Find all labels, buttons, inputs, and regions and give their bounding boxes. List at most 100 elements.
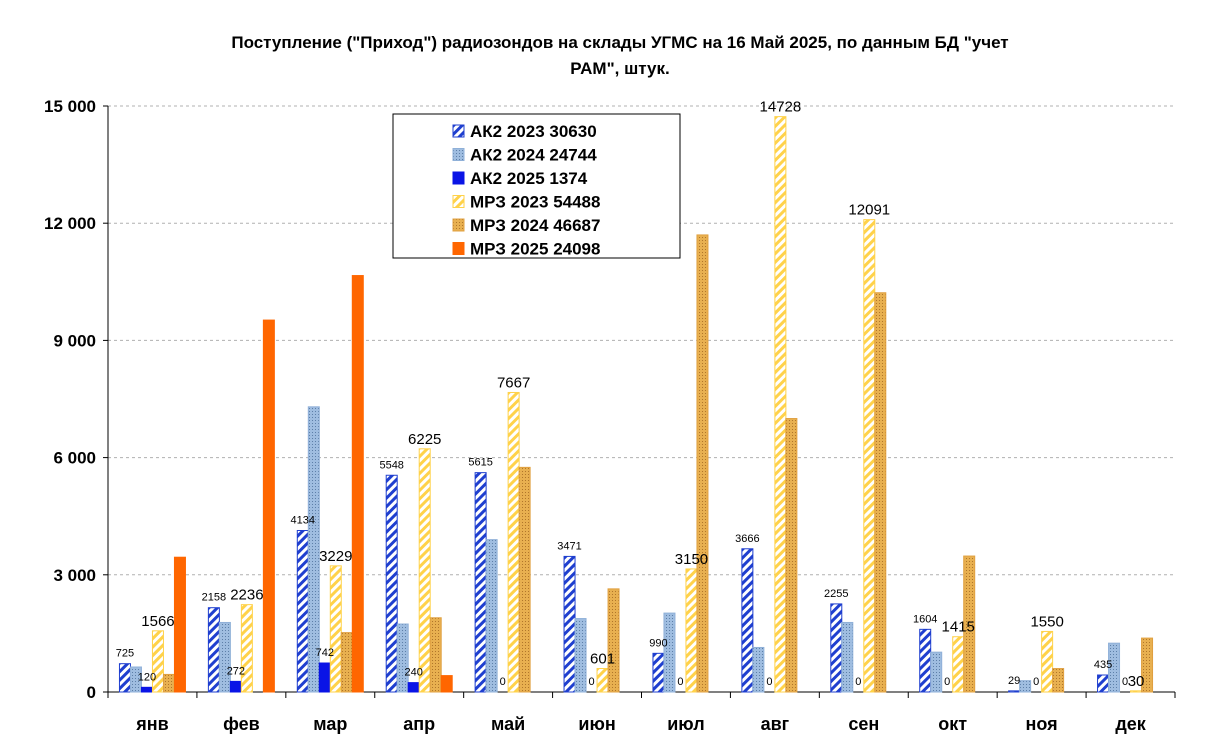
data-label: 2158 [202,592,226,604]
bar [296,529,309,693]
data-label: 4134 [291,514,315,526]
bar [963,555,976,693]
bars [118,116,1154,693]
y-tick-label: 15 000 [44,97,96,116]
y-tick-label: 12 000 [44,214,96,233]
x-tick-label: дек [1115,714,1146,734]
data-label: 1550 [1030,613,1063,630]
bar [752,646,765,693]
bar [574,618,587,693]
bar [663,612,676,693]
data-label: 272 [227,665,245,677]
bar [429,617,442,693]
data-label: 990 [649,637,667,649]
bar [507,391,520,693]
y-tick-label: 9 000 [53,331,96,350]
data-label: 2236 [230,587,263,604]
x-tick-label: янв [135,714,168,734]
data-label: 240 [405,667,423,679]
data-label: 29 [1008,675,1020,687]
bar [1141,637,1154,693]
bar [218,621,231,693]
axes [103,105,1176,698]
data-label: 5615 [468,457,492,469]
bar [1052,668,1065,693]
bar [340,632,353,693]
bar [563,555,576,693]
bar [1130,690,1143,693]
x-tick-label: июл [667,714,704,734]
bar [1097,674,1110,693]
legend-swatch [452,124,465,138]
chart-title-line-1: Поступление ("Приход") радиозондов на ск… [231,33,1008,52]
bar [151,630,164,693]
bar [129,666,142,693]
bar [385,474,398,693]
bar [262,319,275,693]
tick-labels: 0 3 000 6 000 9 000 12 000 15 000 янв фев мар апр… [44,97,1147,734]
data-label: 0 [1122,676,1128,688]
bar [474,472,487,693]
bar [1008,690,1021,693]
legend: АК2 2023 30630 АК2 2024 24744 АК2 2025 137… [392,113,681,259]
x-tick-label: ноя [1026,714,1058,734]
bar [874,292,887,693]
data-label: 3666 [735,533,759,545]
data-label: 14728 [760,99,802,116]
x-tick-label: июн [578,714,615,734]
bar [407,682,420,693]
bar [741,548,754,693]
data-label: 30 [1128,673,1145,690]
x-tick-label: фев [223,714,260,734]
y-tick-label: 3 000 [53,566,96,585]
bar [919,628,932,693]
bar [518,466,531,693]
data-label: 0 [588,676,594,688]
data-labels: 725 2158 4134 5548 5615 3471 990 3666 2255 1604 29… [116,99,1145,690]
legend-swatch [452,148,465,161]
legend-swatch [452,195,465,208]
bar [140,686,153,693]
bar [418,448,431,693]
legend-entry: АК2 2025 1374 [470,169,588,188]
legend-swatch [452,242,465,255]
data-label: 0 [855,676,861,688]
data-label: 6225 [408,431,441,448]
x-tick-label: авг [761,714,790,734]
data-label: 3471 [557,540,581,552]
data-label: 742 [316,647,334,659]
data-label: 1415 [942,619,975,636]
x-tick-label: сен [848,714,879,734]
data-label: 12091 [848,202,890,219]
bar [240,604,253,693]
chart-title-line-2: РАМ", штук. [570,59,669,78]
bar [1041,630,1054,693]
data-label: 601 [590,651,615,668]
legend-box [392,113,681,259]
bar [830,603,843,693]
data-label: 0 [500,676,506,688]
y-tick-label: 6 000 [53,449,96,468]
bar [162,673,175,693]
bar [952,636,965,693]
bar [652,652,665,693]
bar [485,539,498,693]
data-label: 1604 [913,613,937,625]
data-label: 7667 [497,374,530,391]
data-label: 120 [138,671,156,683]
data-label: 5548 [379,459,403,471]
x-tick-label: апр [403,714,435,734]
bar [229,680,242,693]
bar [607,588,620,693]
bar [930,651,943,693]
bar [329,565,342,693]
data-label: 0 [766,676,772,688]
legend-swatch [452,171,465,185]
bar [841,621,854,693]
x-tick-label: мар [313,714,347,734]
bar [596,668,609,693]
bar [685,568,698,693]
bar [351,275,364,693]
